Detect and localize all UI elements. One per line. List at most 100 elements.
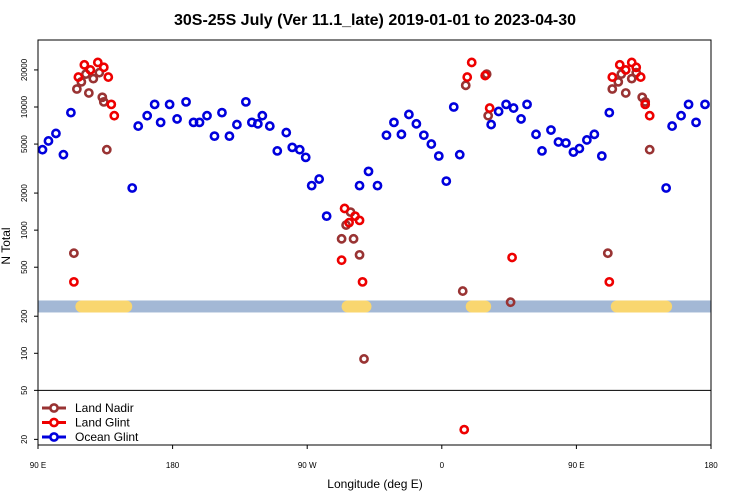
legend-label: Land Glint	[75, 416, 130, 430]
y-tick-label: 500	[20, 260, 29, 274]
data-point	[604, 276, 615, 287]
data-point	[344, 217, 354, 228]
data-point	[232, 119, 242, 130]
data-point	[493, 106, 504, 117]
data-point	[68, 248, 79, 259]
y-tick-label: 200	[20, 309, 29, 323]
data-point	[381, 130, 392, 141]
data-point	[620, 65, 631, 75]
y-tick-label: 50	[20, 385, 29, 394]
data-point	[98, 62, 109, 73]
legend-label: Land Nadir	[75, 401, 134, 415]
y-tick-label: 2000	[20, 184, 29, 202]
legend-marker	[49, 417, 59, 428]
land-segment	[610, 300, 673, 313]
data-point	[516, 114, 526, 124]
y-tick-label: 5000	[20, 135, 29, 153]
plot-frame	[37, 39, 712, 446]
data-point	[103, 72, 114, 82]
data-point	[396, 129, 407, 140]
data-point	[224, 131, 235, 142]
data-point	[354, 215, 365, 226]
y-axis-label: N Total	[0, 227, 13, 264]
data-point	[462, 72, 473, 82]
x-tick-label: 90 W	[298, 461, 317, 470]
data-point	[691, 117, 701, 128]
data-point	[354, 249, 365, 260]
data-point	[483, 110, 494, 121]
data-point	[354, 180, 365, 191]
data-point	[454, 149, 465, 160]
x-tick-label: 0	[440, 461, 445, 470]
data-point	[644, 144, 655, 155]
series-land-nadir	[68, 67, 655, 364]
data-point	[507, 252, 517, 263]
data-point	[164, 99, 175, 110]
data-point	[537, 146, 547, 156]
data-point	[561, 138, 571, 148]
data-point	[484, 103, 495, 113]
data-point	[217, 107, 227, 118]
data-point	[339, 203, 350, 214]
data-point	[546, 125, 556, 135]
data-point	[85, 65, 96, 75]
data-point	[457, 286, 468, 296]
data-point	[348, 233, 359, 244]
data-point	[640, 99, 651, 110]
data-point	[133, 121, 144, 131]
series-land-glint	[68, 57, 655, 435]
data-point	[58, 149, 69, 160]
data-point	[411, 118, 422, 129]
legend-label: Ocean Glint	[75, 430, 139, 444]
data-point	[441, 176, 452, 187]
plot-area	[37, 57, 711, 435]
x-axis: 90 E 180 90 W 0 90 E 180	[30, 445, 718, 470]
data-point	[149, 99, 160, 110]
data-point	[202, 110, 212, 121]
data-point	[83, 88, 94, 98]
data-point	[357, 276, 368, 287]
data-point	[209, 131, 220, 142]
data-point	[264, 121, 275, 131]
data-point	[37, 144, 48, 155]
legend-marker	[49, 403, 59, 413]
data-point	[359, 354, 369, 364]
data-point	[92, 57, 103, 68]
data-point	[667, 121, 678, 131]
y-tick-label: 20000	[20, 58, 29, 81]
data-point	[240, 97, 251, 107]
data-point	[252, 118, 263, 129]
y-axis: 20 50 100 200 500 1000 2000 5000 10000 20000	[20, 58, 38, 444]
x-tick-label: 90 E	[30, 461, 46, 470]
data-point	[306, 180, 317, 191]
data-point	[372, 180, 383, 191]
data-point	[127, 183, 138, 193]
data-point	[459, 424, 470, 435]
data-point	[607, 84, 618, 94]
data-point	[106, 99, 117, 110]
y-tick-label: 1000	[20, 221, 29, 239]
data-point	[389, 117, 399, 128]
data-point	[336, 233, 347, 244]
data-point	[644, 110, 655, 121]
data-point	[522, 99, 532, 110]
data-point	[142, 110, 153, 121]
data-point	[596, 151, 607, 161]
data-point	[181, 97, 191, 107]
data-point	[194, 117, 205, 128]
data-point	[486, 119, 497, 130]
data-point	[314, 174, 325, 184]
y-tick-label: 10000	[20, 95, 29, 118]
data-point	[43, 136, 54, 146]
data-point	[272, 146, 283, 156]
land-segment	[465, 300, 492, 313]
y-tick-label: 20	[20, 434, 29, 443]
data-point	[418, 130, 429, 141]
chart-title: 30S-25S July (Ver 11.1_late) 2019-01-01 …	[174, 12, 576, 29]
data-point	[501, 99, 512, 110]
data-point	[480, 70, 491, 81]
data-point	[109, 110, 120, 121]
data-point	[604, 107, 615, 118]
